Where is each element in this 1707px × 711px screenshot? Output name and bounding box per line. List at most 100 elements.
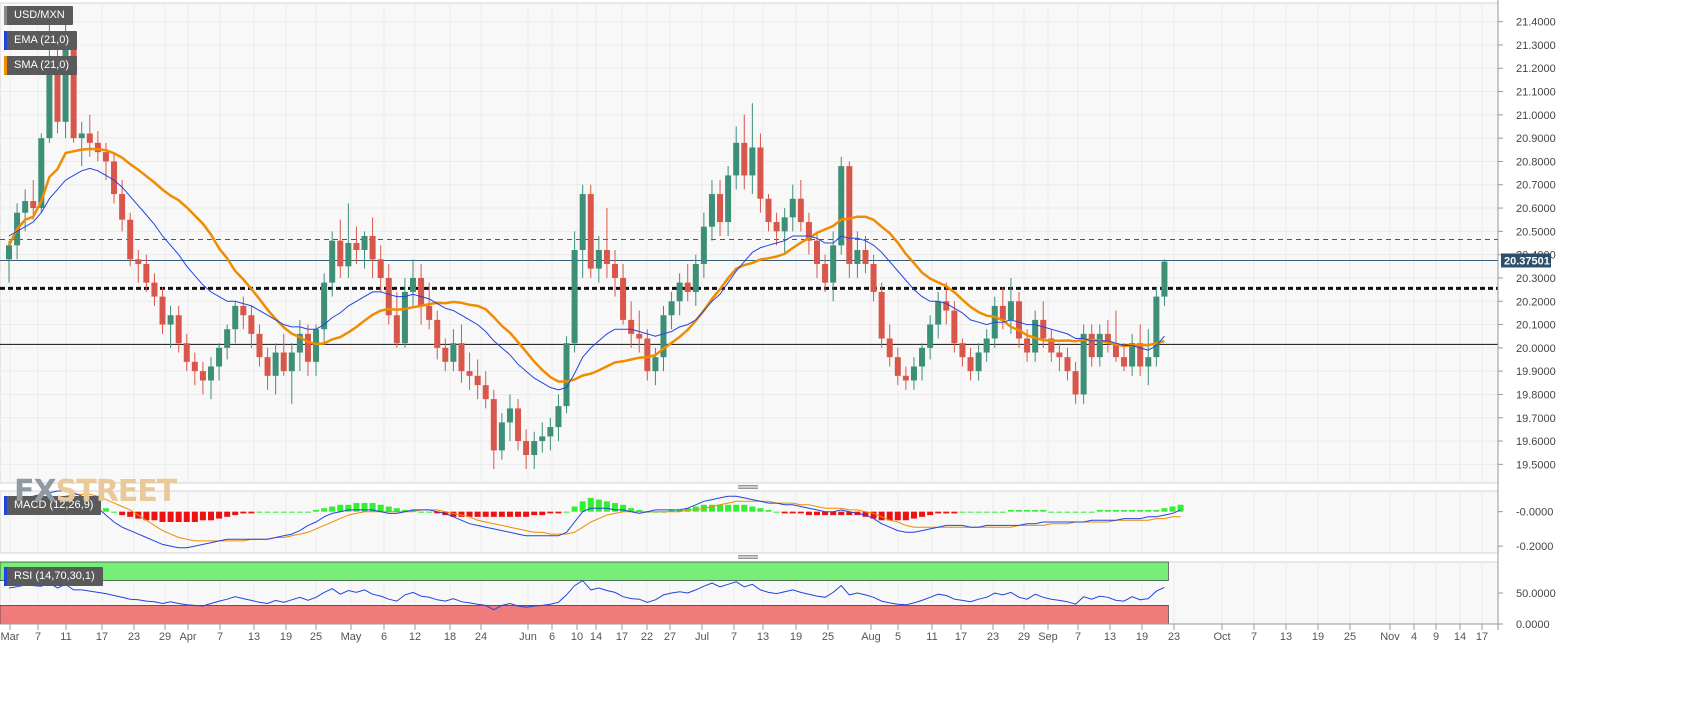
candle-body	[830, 245, 836, 282]
x-tick-label: 17	[1476, 631, 1488, 643]
macd-histogram-bar	[127, 512, 133, 517]
macd-histogram-bar	[757, 508, 763, 511]
candle-body	[1161, 262, 1167, 297]
candle-body	[927, 325, 933, 348]
x-tick-label: 11	[60, 631, 71, 643]
y-tick-label: 20.6000	[1516, 203, 1556, 215]
macd-histogram-bar	[919, 512, 925, 517]
macd-histogram-bar	[1097, 510, 1103, 512]
macd-histogram-bar	[289, 512, 295, 513]
candle-body	[458, 343, 464, 371]
x-tick-label: Jul	[695, 631, 709, 643]
candle-body	[547, 427, 553, 436]
legend-rsi[interactable]: RSI (14,70,30,1)	[4, 567, 103, 586]
x-tick-label: 12	[409, 631, 421, 643]
macd-histogram-bar	[1105, 510, 1111, 512]
macd-histogram-bar	[814, 512, 820, 515]
candle-body	[790, 199, 796, 218]
candle-body	[1064, 357, 1070, 371]
macd-histogram-bar	[192, 512, 198, 522]
y-tick-label: 21.0000	[1516, 110, 1556, 122]
candle-body	[701, 227, 707, 264]
candle-body	[822, 264, 828, 283]
x-tick-label: 7	[731, 631, 737, 643]
y-tick-label: 20.9000	[1516, 133, 1556, 145]
macd-histogram-bar	[741, 505, 747, 512]
candle-body	[224, 329, 230, 348]
macd-histogram-bar	[119, 512, 125, 515]
candle-body	[644, 339, 650, 372]
candle	[564, 336, 570, 413]
macd-histogram-bar	[984, 512, 990, 513]
panel-resize-handle-0	[738, 486, 758, 489]
candle-body	[151, 283, 157, 297]
candle-body	[378, 259, 384, 278]
candle-body	[418, 278, 424, 306]
macd-histogram-bar	[1000, 512, 1006, 513]
candle-body	[652, 357, 658, 371]
x-tick-label: Aug	[861, 631, 881, 643]
candle-body	[669, 301, 675, 315]
macd-histogram-bar	[1056, 512, 1062, 513]
candle-body	[483, 385, 489, 399]
macd-histogram-bar	[281, 512, 287, 513]
candle-body	[87, 133, 93, 142]
legend-sma[interactable]: SMA (21,0)	[4, 56, 77, 75]
candle-body	[968, 357, 974, 371]
candle-body	[531, 441, 537, 455]
x-tick-label: 13	[757, 631, 769, 643]
candle-body	[976, 353, 982, 372]
candle-body	[1008, 301, 1014, 320]
legend-ema[interactable]: EMA (21,0)	[4, 31, 77, 50]
macd-histogram-bar	[1161, 508, 1167, 511]
candle-body	[95, 143, 101, 152]
candle-body	[709, 194, 715, 227]
macd-histogram-bar	[1170, 507, 1176, 512]
candle-body	[168, 315, 174, 324]
candle-body	[289, 353, 295, 372]
candle-body	[256, 334, 262, 357]
x-tick-label: 23	[987, 631, 999, 643]
x-tick-label: 29	[1018, 631, 1030, 643]
candle-body	[240, 306, 246, 315]
x-tick-label: 13	[248, 631, 260, 643]
y-tick-label: 20.8000	[1516, 156, 1556, 168]
instrument-swatch	[4, 6, 7, 25]
macd-histogram-bar	[491, 512, 497, 517]
candle-body	[353, 243, 359, 250]
macd-histogram-bar	[483, 512, 489, 517]
macd-histogram-bar	[935, 512, 941, 514]
rsi-oversold-zone	[0, 605, 1168, 624]
x-tick-label: 6	[381, 631, 387, 643]
x-tick-label: 25	[822, 631, 834, 643]
candle-body	[1129, 343, 1135, 366]
macd-histogram-bar	[224, 512, 230, 517]
rsi-label: RSI (14,70,30,1)	[14, 570, 95, 582]
macd-histogram-bar	[386, 507, 392, 512]
price-panel	[0, 3, 1498, 483]
x-tick-label: 5	[895, 631, 901, 643]
legend-instrument[interactable]: USD/MXN	[4, 6, 73, 25]
candle-body	[176, 315, 182, 343]
y-tick-label: 19.7000	[1516, 413, 1556, 425]
macd-histogram-bar	[200, 512, 206, 521]
macd-histogram-bar	[976, 512, 982, 513]
candle-body	[362, 236, 368, 250]
candle-body	[22, 201, 28, 213]
fxstreet-logo: FXSTREET	[14, 474, 176, 509]
y-tick-label: 20.7000	[1516, 180, 1556, 192]
y-tick-label: 21.3000	[1516, 40, 1556, 52]
macd-histogram-bar	[111, 512, 117, 513]
x-tick-label: Mar	[1, 631, 20, 643]
x-tick-label: 24	[475, 631, 487, 643]
y-tick-label: 19.5000	[1516, 459, 1556, 471]
candle-body	[1000, 306, 1006, 320]
candle-body	[450, 343, 456, 362]
macd-histogram-bar	[531, 512, 537, 515]
x-tick-label: 14	[1454, 631, 1466, 643]
macd-histogram-bar	[766, 510, 772, 512]
x-tick-label: 25	[310, 631, 322, 643]
sma-label: SMA (21,0)	[14, 59, 69, 71]
candle-body	[442, 348, 448, 362]
macd-histogram-bar	[1040, 510, 1046, 512]
